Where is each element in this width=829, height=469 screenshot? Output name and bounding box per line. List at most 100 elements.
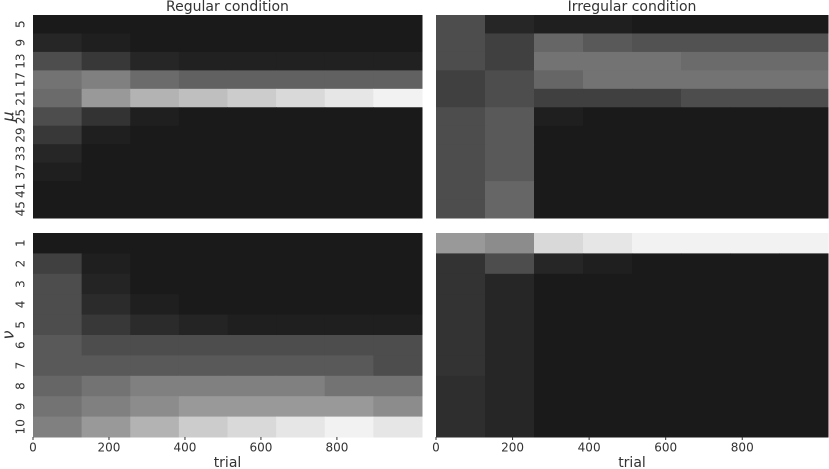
heat-cell xyxy=(130,33,180,53)
heat-cell xyxy=(178,416,228,438)
heat-cell xyxy=(779,181,829,201)
x-tick-label: 800 xyxy=(731,441,754,455)
heat-cell xyxy=(33,107,83,127)
heat-cell xyxy=(583,107,633,127)
heat-cell xyxy=(632,33,682,53)
heat-cell xyxy=(81,181,131,201)
heat-cell xyxy=(33,70,83,90)
heat-cell xyxy=(227,335,277,356)
heat-cell xyxy=(81,335,131,356)
heat-cell xyxy=(730,107,780,127)
heat-cell xyxy=(33,335,83,356)
heat-cell xyxy=(730,144,780,164)
heat-cell xyxy=(373,88,423,108)
heat-cell xyxy=(33,15,83,34)
heat-cell xyxy=(81,33,131,53)
heat-cell xyxy=(779,396,829,418)
heat-cell xyxy=(324,125,374,145)
heat-cell xyxy=(130,70,180,90)
heat-cell xyxy=(730,396,780,418)
heat-cell xyxy=(779,88,829,108)
heat-cell xyxy=(324,253,374,275)
heat-cell xyxy=(33,33,83,53)
heat-cell xyxy=(730,314,780,336)
heat-cell xyxy=(485,162,535,182)
heat-cell xyxy=(779,375,829,397)
heat-cell xyxy=(534,294,584,316)
heat-cell xyxy=(227,107,277,127)
heat-cell xyxy=(324,181,374,201)
heat-cell xyxy=(227,15,277,34)
heat-cell xyxy=(324,396,374,418)
heat-cell xyxy=(373,33,423,53)
y-tick-label: 21 xyxy=(14,90,28,105)
heat-cell xyxy=(485,107,535,127)
heat-cell xyxy=(324,15,374,34)
heat-cell xyxy=(681,199,731,219)
heat-cell xyxy=(534,51,584,71)
y-axis-label: μ xyxy=(0,111,18,122)
heat-cell xyxy=(681,253,731,275)
heat-cell xyxy=(227,70,277,90)
heat-cell xyxy=(276,107,326,127)
heat-cell xyxy=(81,70,131,90)
heat-cell xyxy=(583,233,633,254)
heat-cell xyxy=(534,181,584,201)
heat-cell xyxy=(436,355,486,377)
heat-cell xyxy=(583,314,633,336)
heat-cell xyxy=(178,125,228,145)
heat-cell xyxy=(324,144,374,164)
heat-cell xyxy=(276,51,326,71)
heat-cell xyxy=(81,273,131,295)
heat-cell xyxy=(130,144,180,164)
heat-cell xyxy=(485,335,535,356)
heat-cell xyxy=(534,107,584,127)
heat-cell xyxy=(632,375,682,397)
heat-cell xyxy=(730,199,780,219)
heat-cell xyxy=(81,88,131,108)
heat-cell xyxy=(583,88,633,108)
heat-cell xyxy=(730,233,780,254)
heat-cell xyxy=(276,15,326,34)
heat-cell xyxy=(178,181,228,201)
heat-cell xyxy=(779,33,829,53)
panel-title: Irregular condition xyxy=(568,0,697,15)
heat-cell xyxy=(227,51,277,71)
heat-cell xyxy=(373,162,423,182)
heat-cell xyxy=(436,107,486,127)
heat-cell xyxy=(81,199,131,219)
heat-cell xyxy=(583,335,633,356)
heat-cell xyxy=(583,375,633,397)
heat-cell xyxy=(227,181,277,201)
heat-cell xyxy=(276,70,326,90)
heat-cell xyxy=(324,335,374,356)
heat-cell xyxy=(681,314,731,336)
heat-cell xyxy=(373,233,423,254)
heat-cell xyxy=(178,273,228,295)
heat-cell xyxy=(178,335,228,356)
heat-cell xyxy=(436,396,486,418)
heat-cell xyxy=(632,335,682,356)
heat-cell xyxy=(178,162,228,182)
heat-cell xyxy=(632,144,682,164)
heat-cell xyxy=(130,396,180,418)
heat-cell xyxy=(779,144,829,164)
y-tick-label: 41 xyxy=(14,183,28,198)
heat-cell xyxy=(81,314,131,336)
heat-cell xyxy=(81,51,131,71)
heat-cell xyxy=(632,70,682,90)
heat-cell xyxy=(534,375,584,397)
heat-cell xyxy=(632,125,682,145)
heat-cell xyxy=(227,88,277,108)
heat-cell xyxy=(779,253,829,275)
heat-cell xyxy=(130,107,180,127)
heat-cell xyxy=(373,144,423,164)
heat-cell xyxy=(681,15,731,34)
heat-cell xyxy=(485,375,535,397)
heat-cell xyxy=(276,314,326,336)
heat-cell xyxy=(276,294,326,316)
heat-cell xyxy=(324,375,374,397)
heat-cell xyxy=(373,15,423,34)
heat-cell xyxy=(227,233,277,254)
heat-cell xyxy=(583,253,633,275)
